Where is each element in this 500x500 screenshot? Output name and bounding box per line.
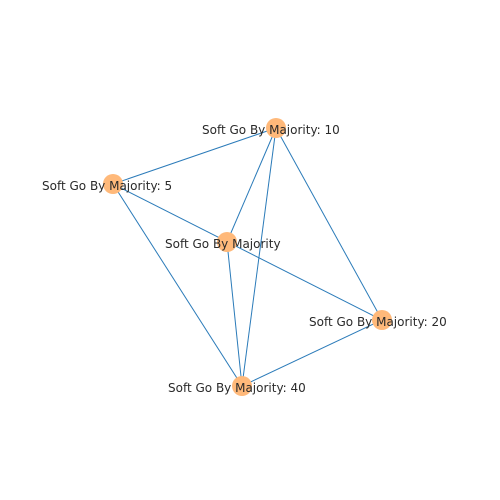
node-n20: [372, 310, 392, 330]
edge-n5-n20: [112, 183, 383, 321]
node-n40: [232, 376, 252, 396]
node-n5: [103, 174, 123, 194]
edge-nmaj-n40: [226, 241, 243, 387]
node-label-n40: Soft Go By Majority: 40: [168, 381, 306, 395]
node-n10: [266, 118, 286, 138]
edge-n5-n10: [112, 127, 277, 185]
nodes-layer: [103, 118, 392, 396]
edges-layer: [112, 127, 383, 387]
node-label-n5: Soft Go By Majority: 5: [42, 179, 172, 193]
labels-layer: Soft Go By Majority: 10 Soft Go By Majori…: [42, 123, 447, 395]
edge-n10-n20: [275, 127, 383, 321]
node-label-nmaj: Soft Go By Majority: [165, 237, 281, 251]
edge-n40-n20: [241, 319, 383, 387]
edge-n5-n40: [112, 183, 243, 387]
edge-n10-n40: [241, 127, 277, 387]
node-label-n20: Soft Go By Majority: 20: [309, 315, 447, 329]
node-nmaj: [217, 232, 237, 252]
node-label-n10: Soft Go By Majority: 10: [202, 123, 340, 137]
edge-n10-nmaj: [226, 127, 277, 243]
